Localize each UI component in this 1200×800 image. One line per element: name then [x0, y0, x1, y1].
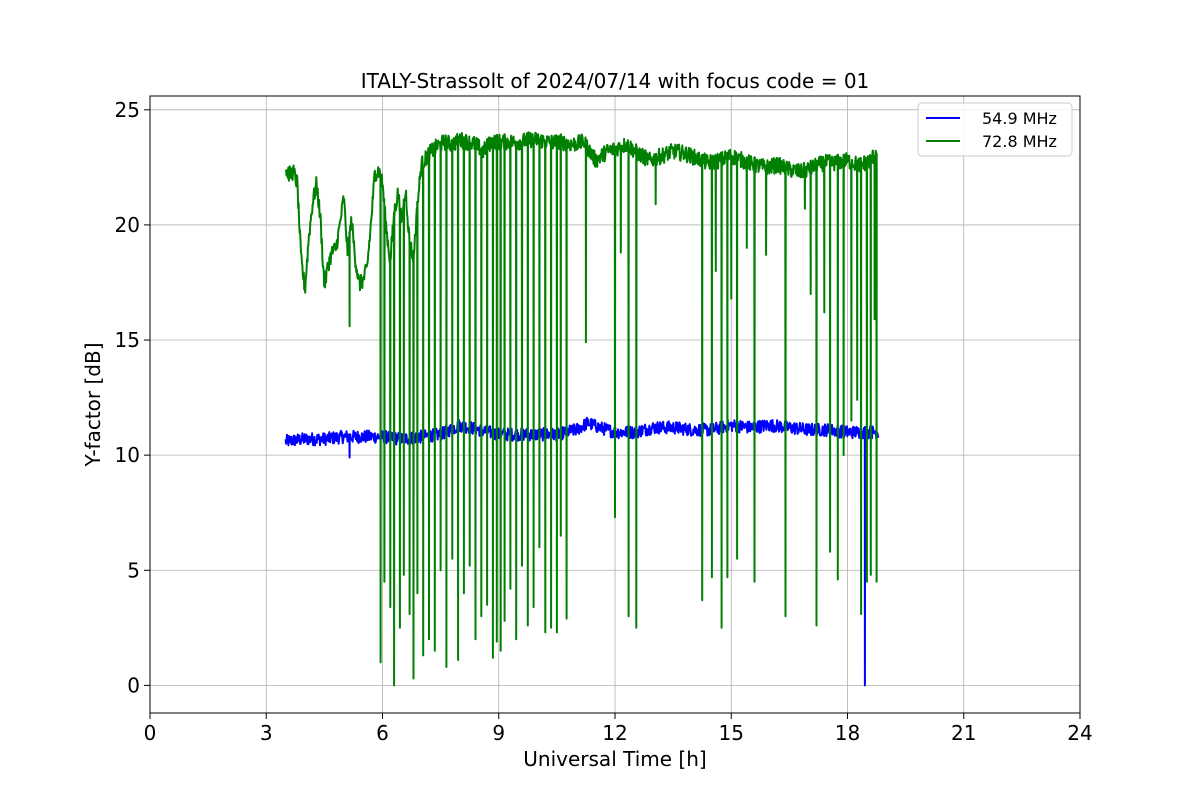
series-layer — [284, 131, 880, 687]
series-line-2 — [284, 131, 878, 687]
x-tick-label: 15 — [719, 721, 744, 745]
legend: 54.9 MHz 72.8 MHz — [917, 102, 1073, 157]
y-tick-label: 25 — [115, 98, 140, 122]
x-tick-label: 6 — [376, 721, 389, 745]
x-tick-label: 24 — [1067, 721, 1092, 745]
x-tick-label: 18 — [835, 721, 860, 745]
x-tick-label: 9 — [492, 721, 505, 745]
y-tick-label: 5 — [127, 558, 140, 582]
x-tick-label: 21 — [951, 721, 976, 745]
legend-label: 72.8 MHz — [982, 132, 1057, 151]
legend-box — [917, 102, 1073, 157]
y-tick-label: 15 — [115, 328, 140, 352]
y-axis-title: Y-factor [dB] — [81, 342, 105, 467]
x-tick-label: 0 — [144, 721, 157, 745]
x-axis-title: Universal Time [h] — [523, 747, 706, 771]
y-tick-label: 0 — [127, 673, 140, 697]
x-tick-label: 12 — [602, 721, 627, 745]
legend-label: 54.9 MHz — [982, 109, 1057, 128]
chart-title: ITALY-Strassolt of 2024/07/14 with focus… — [361, 69, 870, 93]
x-tick-label: 3 — [260, 721, 273, 745]
y-tick-label: 10 — [115, 443, 140, 467]
y-tick-label: 20 — [115, 213, 140, 237]
tick-layer: 0 3 6 9 12 15 18 21 24 0 5 10 15 20 25 — [115, 98, 1093, 745]
